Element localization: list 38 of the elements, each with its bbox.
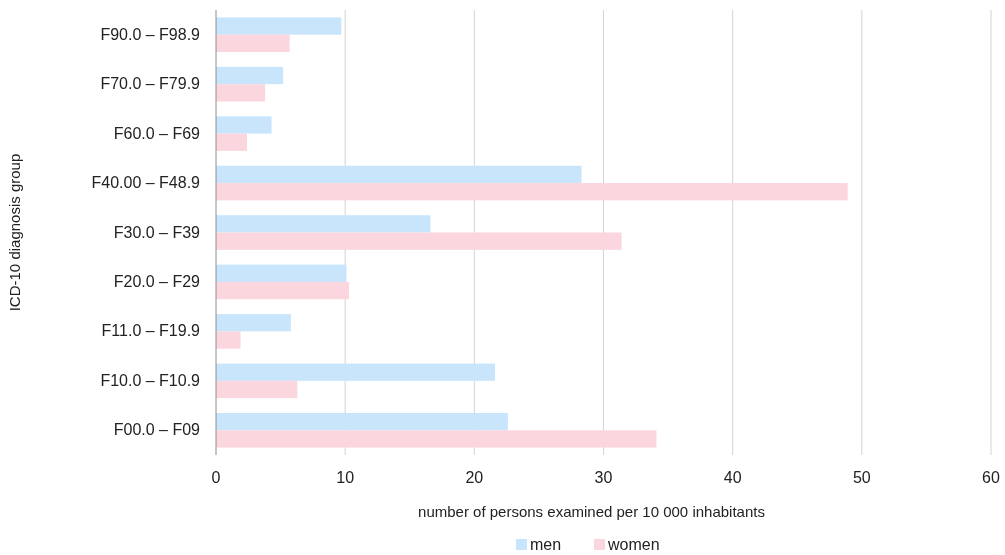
y-tick-label: F40.00 – F48.9: [91, 174, 201, 192]
bar: [216, 331, 241, 349]
bar: [216, 314, 291, 332]
bar: [216, 215, 431, 233]
x-tick-label: 40: [723, 469, 742, 486]
x-tick-label: 30: [594, 469, 613, 486]
bar: [216, 281, 350, 300]
y-tick-label: F00.0 – F09: [113, 421, 201, 439]
y-axis-title: ICD-10 diagnosis group: [6, 153, 23, 312]
bar: [216, 116, 272, 134]
bar: [216, 133, 247, 151]
legend-label: women: [607, 536, 660, 553]
bar: [216, 363, 495, 381]
bar: [216, 17, 342, 35]
y-tick-label: F90.0 – F98.9: [100, 25, 201, 43]
bar: [216, 66, 284, 85]
x-axis-title: number of persons examined per 10 000 inhabitants: [418, 503, 765, 520]
y-tick-label: F70.0 – F79.9: [100, 75, 201, 93]
bar: [216, 264, 347, 282]
y-tick-label: F20.0 – F29: [113, 272, 201, 290]
legend-label: men: [530, 536, 562, 553]
bar: [216, 84, 266, 102]
bar: [216, 380, 298, 399]
x-tick-label: 10: [336, 469, 355, 486]
y-tick-label: F10.0 – F10.9: [100, 371, 201, 389]
y-tick-label: F11.0 – F19.9: [101, 322, 201, 340]
x-tick-label: 20: [465, 469, 484, 486]
bar: [216, 183, 848, 201]
bar: [216, 232, 622, 250]
bar: [216, 430, 657, 448]
bar: [216, 34, 290, 53]
x-tick-label: 0: [211, 469, 221, 486]
x-tick-label: 60: [982, 469, 1000, 486]
y-tick-label: F30.0 – F39: [113, 223, 201, 241]
x-tick-label: 50: [852, 469, 871, 486]
bar: [216, 412, 508, 431]
y-tick-label: F60.0 – F69: [113, 124, 201, 142]
bar: [216, 165, 582, 184]
